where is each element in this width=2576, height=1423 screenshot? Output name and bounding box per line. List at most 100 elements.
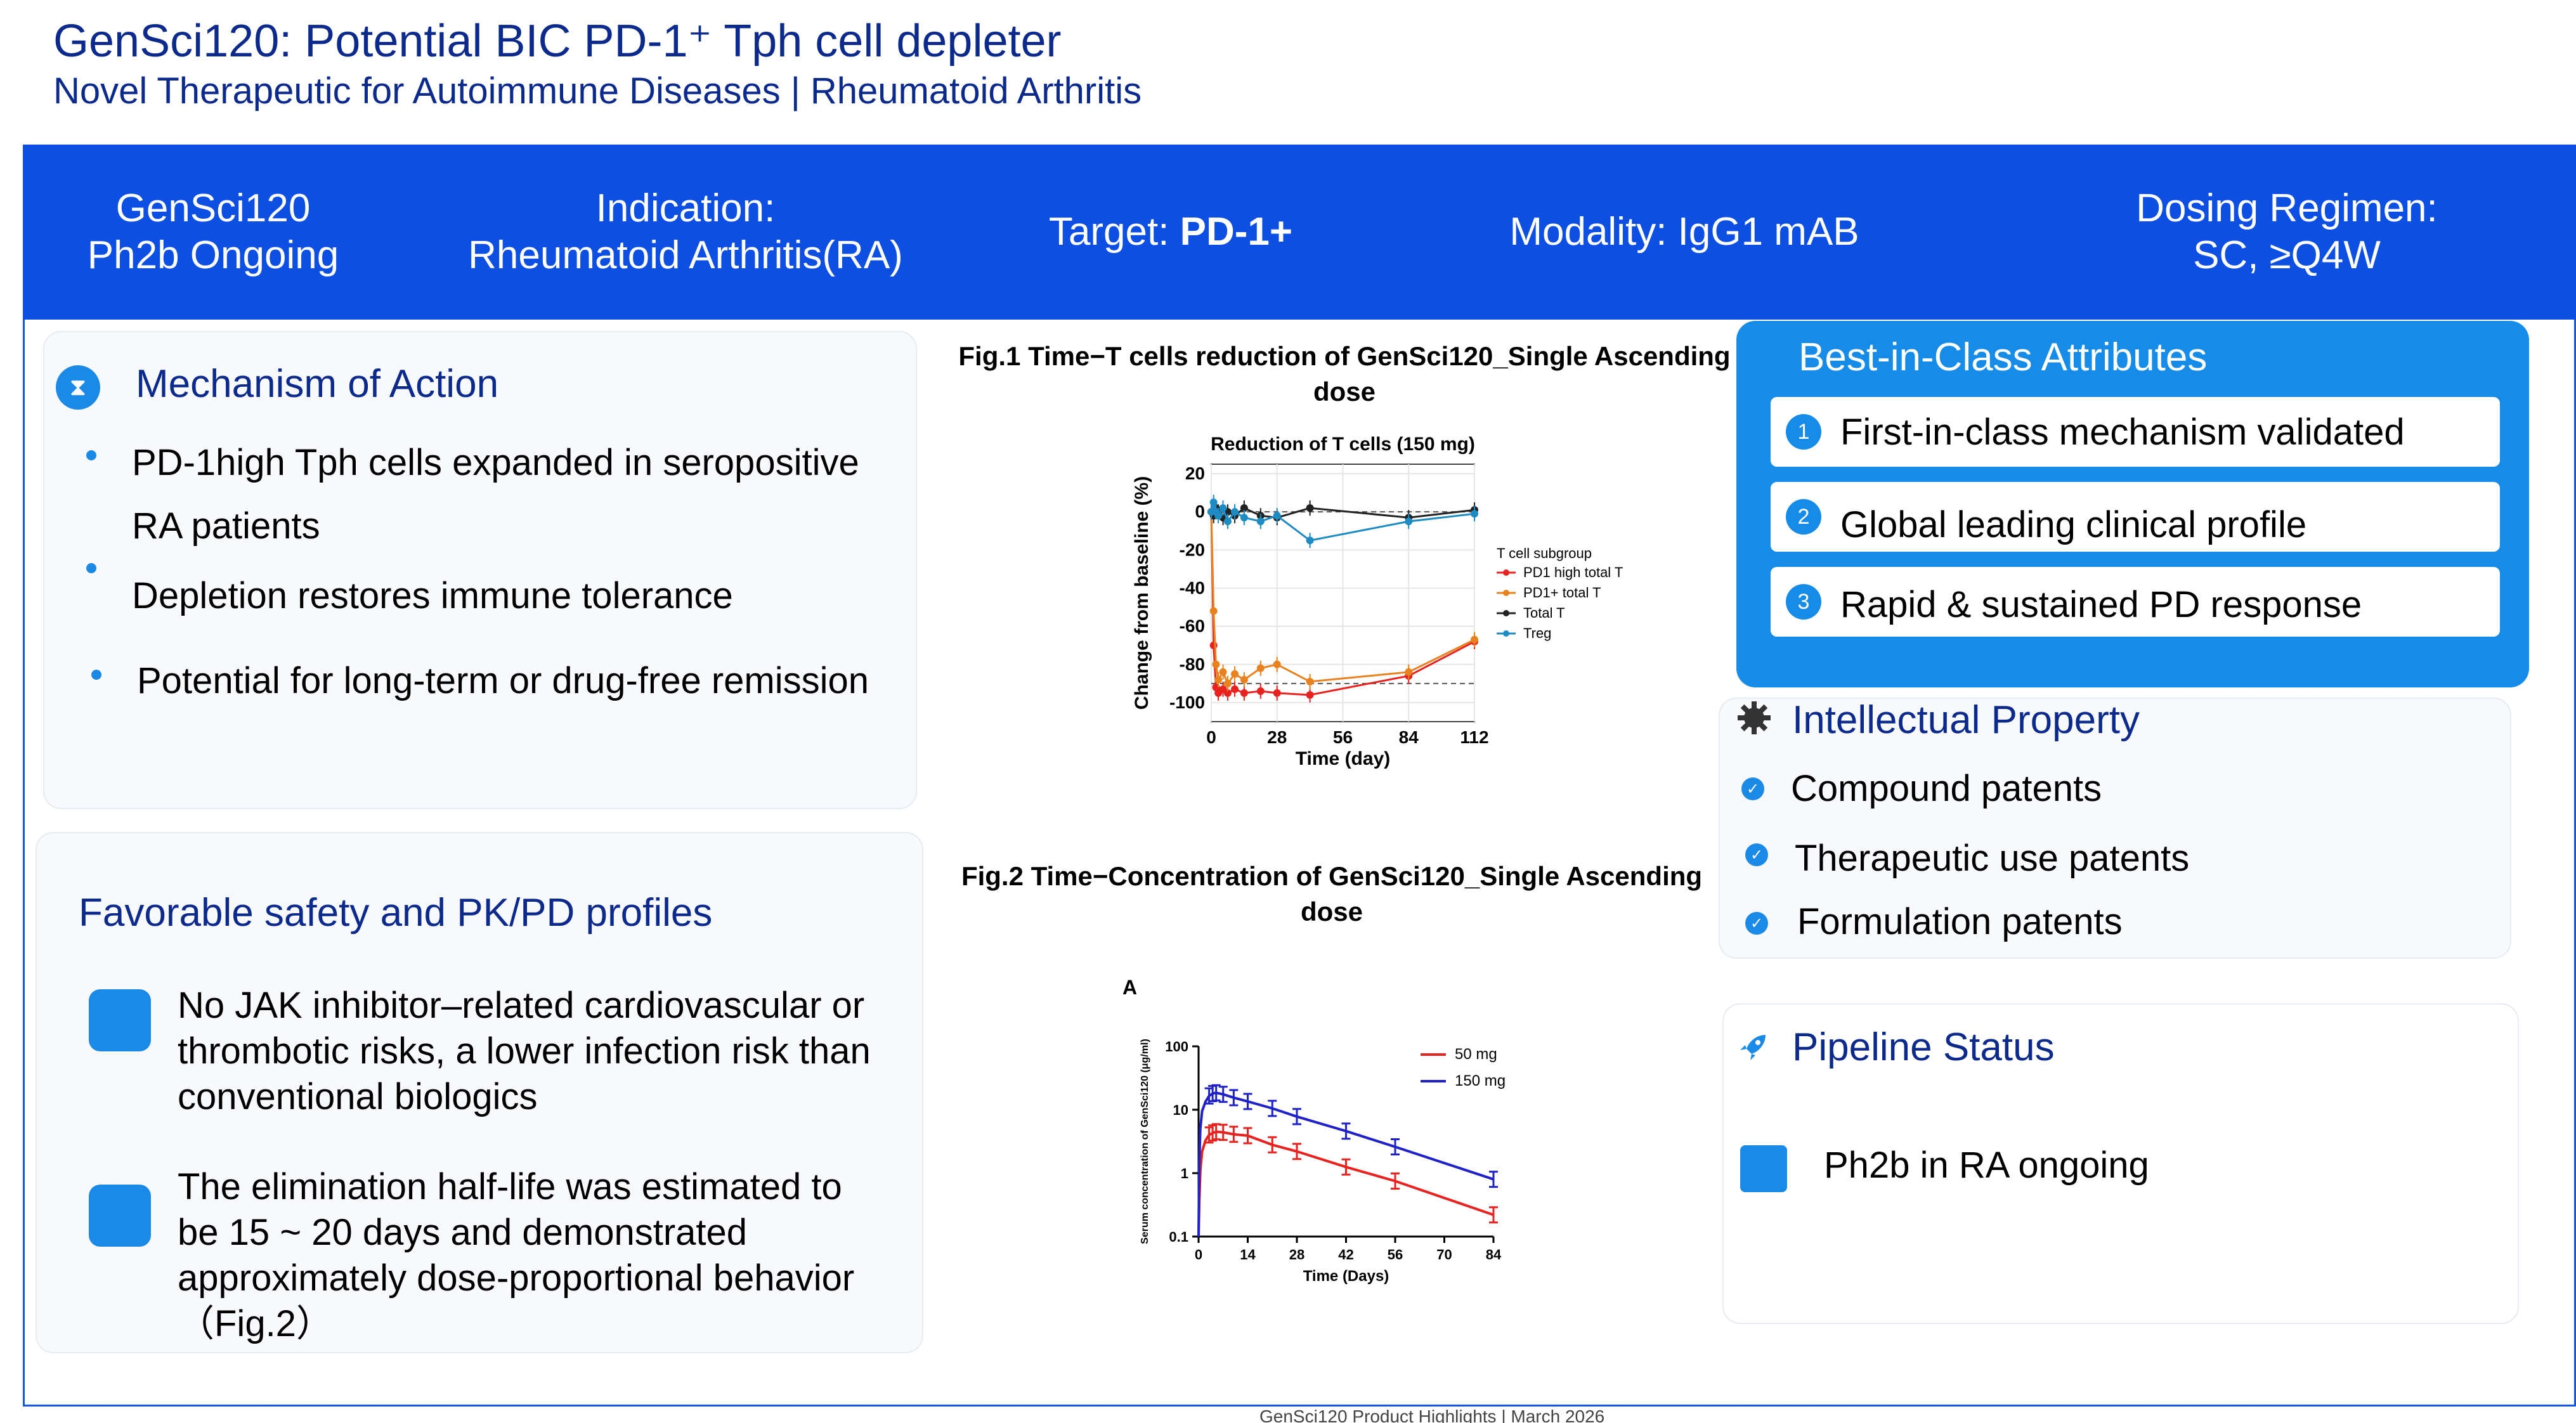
y-tick-label: 20 [1185,464,1205,483]
legend-label: PD1+ total T [1523,585,1601,601]
bic-item-text: Global leading clinical profile [1840,504,2307,545]
y-tick-label: 100 [1165,1039,1188,1055]
safety-item-2-line-3: approximately dose-proportional behavior [178,1257,855,1299]
banner-dosing-value: SC, ≥Q4W [2193,233,2381,277]
x-tick-label: 84 [1399,727,1419,747]
x-tick-label: 56 [1388,1247,1403,1263]
safety-item-1-line-2: thrombotic risks, a lower infection risk… [178,1030,871,1072]
hourglass-icon: ⧗ [56,365,100,410]
ip-item-3: Formulation patents [1797,901,2123,942]
data-point [1273,512,1281,520]
y-tick-label: -80 [1180,654,1205,674]
data-point [1256,664,1265,672]
bic-item-text: Rapid & sustained PD response [1840,584,2362,625]
fig1-caption: Fig.1 Time−T cells reduction of GenSci12… [945,339,1744,410]
ip-item-1: Compound patents [1791,768,2102,809]
data-point [1306,691,1314,699]
fig1-caption-line-1: Fig.1 Time−T cells reduction of GenSci12… [958,341,1731,371]
x-axis-label: Time (Days) [1303,1268,1389,1285]
banner-modality: Modality: IgG1 mAB [1443,145,1925,320]
legend-marker [1503,569,1509,576]
x-tick-label: 14 [1240,1247,1256,1263]
check-icon: ✓ [1745,912,1768,935]
ip-card [1719,698,2511,959]
mechanism-card [43,331,917,809]
panel-label: A [1122,976,1137,999]
safety-item-icon [89,1185,151,1247]
banner-dosing-label: Dosing Regimen: [2136,186,2438,230]
mechanism-bullet-3: Potential for long-term or drug-free rem… [137,660,869,701]
y-tick-label: -100 [1169,692,1205,712]
safety-card [36,832,923,1353]
data-point [1214,675,1223,684]
safety-item-2-line-4: （Fig.2） [178,1303,333,1344]
data-point [1256,517,1265,526]
footer-text: GenSci120 Product Highlights | March 202… [1259,1407,1605,1423]
banner-target-label: Target: [1048,210,1180,254]
y-tick-label: 1 [1181,1166,1188,1181]
safety-item-2: The elimination half-life was estimated … [178,1164,854,1347]
legend-label: 50 mg [1455,1046,1497,1063]
safety-item-1-line-3: conventional biologics [178,1076,538,1117]
legend-label: Total T [1523,605,1565,621]
x-tick-label: 0 [1206,727,1216,747]
bic-item-text: First-in-class mechanism validated [1840,412,2405,453]
banner-modality-text: Modality: IgG1 mAB [1509,210,1859,254]
page-subtitle: Novel Therapeutic for Autoimmune Disease… [53,70,1142,112]
check-icon: ✓ [1745,843,1768,866]
bic-item-1: 1 First-in-class mechanism validated [1771,397,2500,467]
summary-banner: GenSci120 Ph2b Ongoing Indication: Rheum… [23,145,2576,320]
data-point [1306,677,1314,686]
legend-label: 150 mg [1455,1072,1506,1089]
banner-target-value: PD-1+ [1180,210,1293,254]
rocket-icon [1740,1035,1766,1060]
bullet-dot [86,450,96,460]
bullet-dot [86,563,96,573]
x-tick-label: 56 [1333,727,1353,747]
legend-title: T cell subgroup [1497,545,1592,561]
legend-marker [1503,630,1509,637]
data-point [1223,679,1232,687]
safety-item-icon [89,989,151,1051]
pipeline-item: Ph2b in RA ongoing [1824,1145,2149,1186]
data-point [1231,670,1239,678]
banner-dosing: Dosing Regimen: SC, ≥Q4W [2039,145,2534,320]
banner-indication-label: Indication: [595,186,776,230]
data-point [1223,689,1232,697]
banner-target: Target: PD-1+ [974,145,1367,320]
pipeline-card [1722,1003,2519,1324]
data-point [1214,512,1223,520]
data-point [1405,668,1413,676]
concentration-chart: A 0.1 1 10 100 0 14 28 42 56 70 84 Time (Days) Serum … [1122,976,1506,1285]
data-point [1240,689,1248,697]
mechanism-bullet-1: PD-1high Tph cells expanded in seroposit… [132,431,859,558]
data-point [1405,517,1413,526]
x-tick-label: 70 [1436,1247,1452,1263]
page-title: GenSci120: Potential BIC PD‑1⁺ Tph cell … [53,16,1062,67]
ip-item-2: Therapeutic use patents [1795,838,2190,879]
data-point [1212,660,1220,668]
banner-indication-value: Rheumatoid Arthritis(RA) [468,233,903,277]
data-point [1256,687,1265,695]
x-tick-label: 84 [1486,1247,1502,1263]
y-tick-label: 10 [1173,1102,1188,1118]
y-tick-label: -60 [1180,616,1205,636]
mechanism-title: Mechanism of Action [136,362,499,406]
bullet-dot [91,670,101,680]
series-line [1197,1091,1494,1237]
bic-number-badge: 2 [1786,499,1821,535]
data-point [1273,660,1281,668]
legend-marker [1503,590,1509,596]
y-tick-label: -20 [1180,540,1205,559]
safety-item-1-line-1: No JAK inhibitor–related cardiovascular … [178,985,865,1026]
safety-item-1: No JAK inhibitor–related cardiovascular … [178,983,871,1120]
data-point [1209,641,1218,649]
x-tick-label: 42 [1338,1247,1353,1263]
pipeline-item-icon [1740,1145,1787,1192]
x-tick-label: 28 [1289,1247,1304,1263]
x-axis-label: Time (day) [1296,748,1391,769]
fig1-caption-line-2: dose [1313,377,1376,406]
safety-item-2-line-1: The elimination half-life was estimated … [178,1166,842,1207]
data-point [1471,510,1478,518]
data-point [1273,689,1281,697]
